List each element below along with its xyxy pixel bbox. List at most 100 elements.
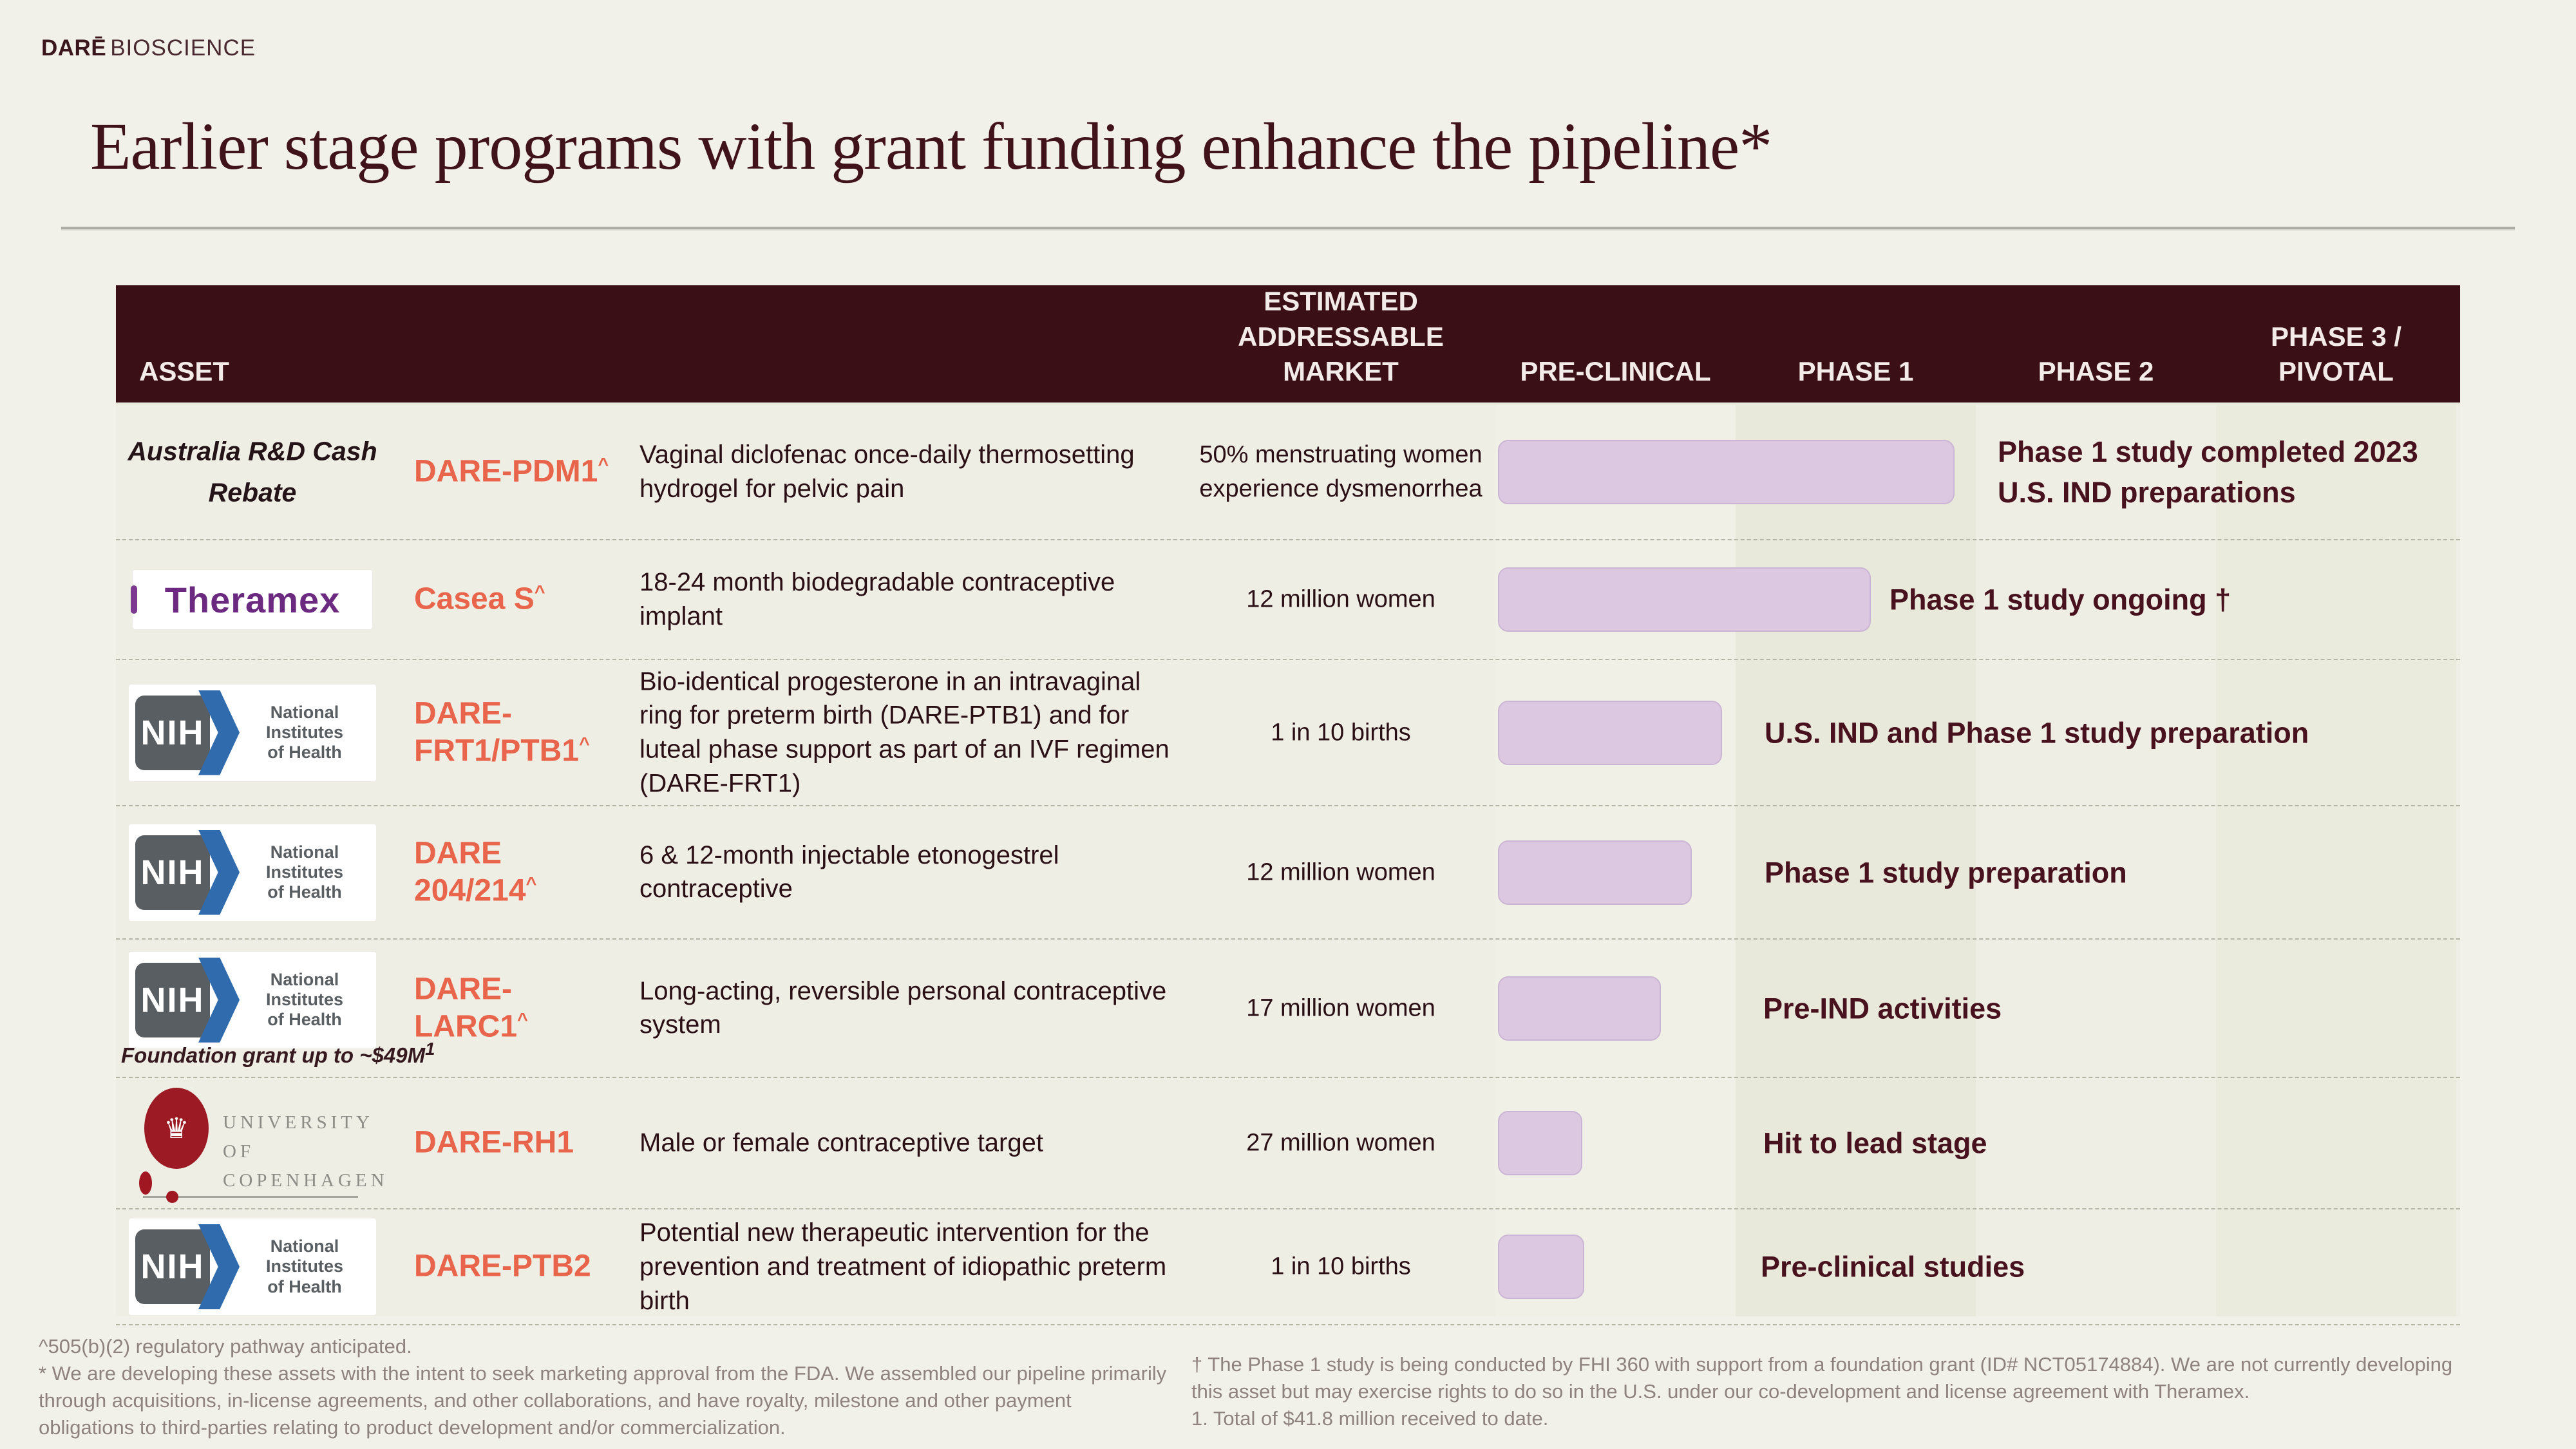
- copenhagen-seal-icon: ♛: [144, 1088, 209, 1169]
- table-row: NIH National Institutes of Health DARE-P…: [116, 1209, 2460, 1325]
- market-size: 1 in 10 births: [1271, 718, 1411, 746]
- nih-abbr: NIH: [135, 695, 210, 770]
- theramex-logo: Theramex: [126, 570, 379, 629]
- program-name-superscript: ^: [526, 873, 537, 895]
- program-description: Long-acting, reversible personal contrac…: [639, 976, 1167, 1039]
- asset-column-header: ASSET: [139, 356, 230, 387]
- program-name: DARE- FRT1/PTB1^: [414, 695, 614, 770]
- column-stripe-phase3: [2216, 405, 2456, 1316]
- table-row: NIH National Institutes of Health DARE 2…: [116, 806, 2460, 940]
- nih-abbr: NIH: [135, 962, 210, 1037]
- market-size: 12 million women: [1246, 858, 1435, 886]
- status-text: Phase 1 study completed 2023 U.S. IND pr…: [1998, 435, 2418, 509]
- market-size: 12 million women: [1246, 585, 1435, 613]
- table-header: ASSET ESTIMATED ADDRESSABLE MARKET PRE-C…: [116, 285, 2460, 402]
- copenhagen-logo-group: ♛ UNIVERSITY OF COPENHAGEN: [126, 1086, 384, 1203]
- page-title: Earlier stage programs with grant fundin…: [90, 109, 1772, 184]
- nih-text: National Institutes of Health: [265, 970, 343, 1030]
- program-name-text: DARE-PDM1: [414, 454, 598, 489]
- stage-header-phase3-pivotal: PHASE 3 / PIVOTAL: [2270, 321, 2402, 387]
- copenhagen-logo: ♛ UNIVERSITY OF COPENHAGEN: [126, 1086, 384, 1203]
- status-text: Pre-clinical studies: [1761, 1250, 2025, 1283]
- theramex-wordmark: Theramex: [164, 579, 341, 620]
- stage-header-preclinical: PRE-CLINICAL: [1520, 356, 1711, 387]
- nih-abbr: NIH: [135, 1229, 210, 1304]
- program-description: Vaginal diclofenac once-daily thermosett…: [639, 440, 1135, 503]
- program-description: 18-24 month biodegradable contraceptive …: [639, 568, 1115, 630]
- program-description: Potential new therapeutic intervention f…: [639, 1218, 1167, 1315]
- nih-logo-card: NIH National Institutes of Health: [129, 951, 376, 1048]
- program-name: DARE 204/214^: [414, 835, 614, 910]
- nih-logo: NIH National Institutes of Health: [126, 684, 379, 781]
- table-row: ♛ UNIVERSITY OF COPENHAGEN DARE-RH1 Male…: [116, 1078, 2460, 1209]
- column-stripe-phase2: [1976, 405, 2216, 1316]
- footnote-fda: * We are developing these assets with th…: [39, 1362, 1167, 1439]
- program-name: DARE-RH1: [414, 1124, 614, 1162]
- brand-logo-bold: DARĒ: [41, 35, 107, 61]
- program-description: 6 & 12-month injectable etonogestrel con…: [639, 840, 1059, 904]
- copenhagen-small-seal-icon: [139, 1171, 152, 1195]
- nih-text: National Institutes of Health: [265, 1236, 343, 1296]
- stage-bar: [1498, 840, 1692, 905]
- footnote-phase1-study: † The Phase 1 study is being conducted b…: [1191, 1353, 2453, 1403]
- program-name-text: DARE-PTB2: [414, 1249, 591, 1283]
- stage-bar: [1498, 700, 1722, 765]
- market-size: 1 in 10 births: [1271, 1253, 1411, 1280]
- grant-label: Australia R&D Cash Rebate: [128, 436, 377, 507]
- program-name-superscript: ^: [517, 1009, 528, 1030]
- copenhagen-underline: [143, 1196, 358, 1198]
- table-row: NIH National Institutes of Health DARE- …: [116, 660, 2460, 806]
- table-row: Theramex Casea S^ 18-24 month biodegrada…: [116, 540, 2460, 660]
- program-name-text: DARE-RH1: [414, 1125, 574, 1160]
- foundation-grant-note: Foundation grant up to ~$49M1: [121, 1039, 435, 1068]
- market-size: 17 million women: [1246, 994, 1435, 1021]
- copenhagen-text: UNIVERSITY OF COPENHAGEN: [223, 1112, 388, 1191]
- footnote-left: ^505(b)(2) regulatory pathway anticipate…: [39, 1333, 1172, 1442]
- program-description: Bio-identical progesterone in an intrava…: [639, 667, 1170, 798]
- nih-logo: NIH National Institutes of Health: [126, 951, 379, 1048]
- program-name-text: DARE- LARC1: [414, 971, 518, 1044]
- stage-bar: [1498, 1235, 1584, 1299]
- brand-logo: DARĒ BIOSCIENCE: [41, 35, 256, 61]
- program-name: DARE-PDM1^: [414, 453, 614, 491]
- footnote-total-received: 1. Total of $41.8 million received to da…: [1191, 1407, 1549, 1430]
- market-size: 27 million women: [1246, 1129, 1435, 1157]
- nih-abbr: NIH: [135, 835, 210, 910]
- nih-logo-card: NIH National Institutes of Health: [129, 1218, 376, 1315]
- status-text: Hit to lead stage: [1763, 1126, 1987, 1160]
- nih-text: National Institutes of Health: [265, 702, 343, 762]
- nih-logo: NIH National Institutes of Health: [126, 824, 379, 921]
- theramex-logo-card: Theramex: [131, 570, 372, 629]
- program-name: Casea S^: [414, 581, 614, 619]
- program-name: DARE-PTB2: [414, 1248, 614, 1286]
- pipeline-table: ASSET ESTIMATED ADDRESSABLE MARKET PRE-C…: [116, 285, 2460, 1325]
- stage-header-phase2: PHASE 2: [2038, 356, 2154, 387]
- table-row: Australia R&D Cash Rebate DARE-PDM1^ Vag…: [116, 405, 2460, 540]
- program-name-text: DARE 204/214: [414, 835, 526, 908]
- table-body: Australia R&D Cash Rebate DARE-PDM1^ Vag…: [116, 402, 2460, 1325]
- status-text: Phase 1 study preparation: [1765, 856, 2127, 889]
- program-name-text: DARE- FRT1/PTB1: [414, 696, 580, 768]
- stage-bar: [1498, 1111, 1582, 1175]
- foundation-grant-note-superscript: 1: [425, 1039, 435, 1059]
- program-name-text: Casea S: [414, 582, 535, 616]
- nih-logo-card: NIH National Institutes of Health: [129, 824, 376, 921]
- footnote-regulatory: ^505(b)(2) regulatory pathway anticipate…: [39, 1335, 412, 1358]
- nih-logo: NIH National Institutes of Health: [126, 1218, 379, 1315]
- program-name: DARE- LARC1^: [414, 971, 614, 1046]
- grant-australia-rd-rebate: Australia R&D Cash Rebate: [126, 431, 379, 513]
- stage-bar: [1498, 976, 1661, 1041]
- program-name-superscript: ^: [579, 734, 590, 755]
- program-name-superscript: ^: [534, 582, 545, 603]
- footnote-right: † The Phase 1 study is being conducted b…: [1191, 1351, 2473, 1432]
- foundation-grant-note-text: Foundation grant up to ~$49M: [121, 1043, 426, 1067]
- status-text: Pre-IND activities: [1763, 992, 2002, 1025]
- status-text: U.S. IND and Phase 1 study preparation: [1765, 716, 2309, 749]
- stage-bar: [1498, 440, 1955, 504]
- nih-text: National Institutes of Health: [265, 842, 343, 902]
- brand-logo-light: BIOSCIENCE: [110, 35, 256, 61]
- theramex-logo-mark: [131, 585, 137, 614]
- column-stripe-phase1: [1736, 405, 1976, 1316]
- program-description: Male or female contraceptive target: [639, 1128, 1043, 1157]
